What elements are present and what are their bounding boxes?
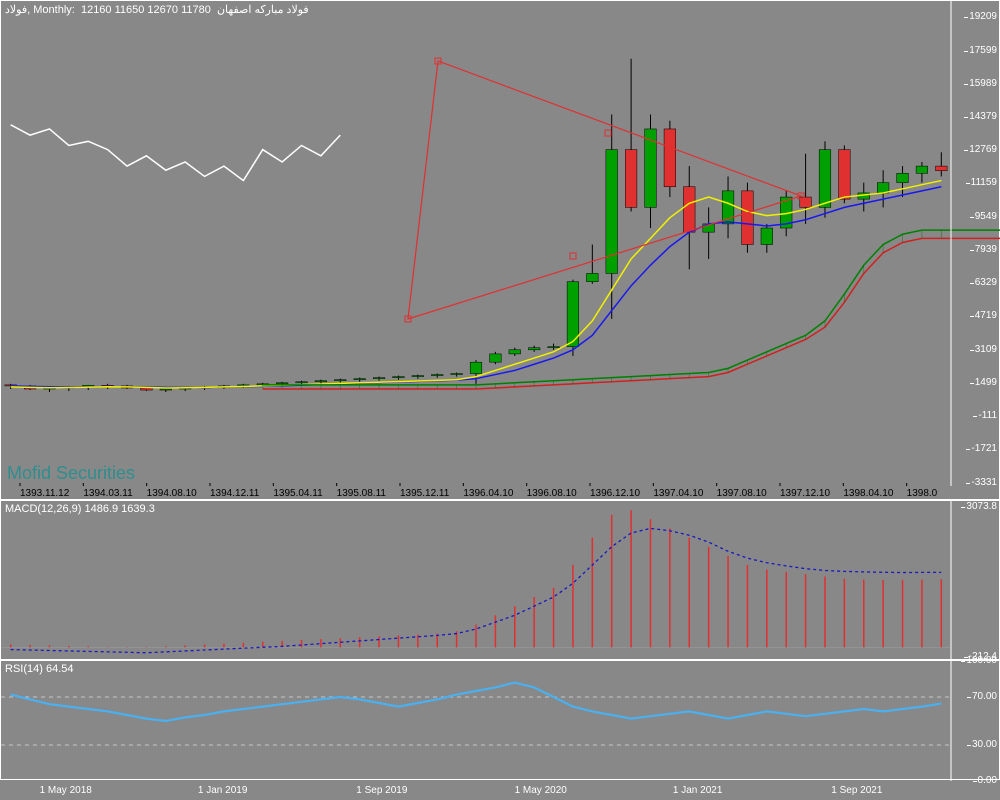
chart-title: فولاد, Monthly: 12160 11650 12670 11780 … — [5, 3, 309, 16]
date-xtick: 1396.12.10 — [590, 488, 640, 499]
price-ytick: -1721 — [971, 443, 997, 454]
date-xtick: 1395.04.11 — [273, 488, 322, 499]
date-xtick: 1398.0 — [907, 488, 938, 499]
price-ytick: 4719 — [975, 310, 997, 321]
price-ytick: 9549 — [975, 211, 997, 222]
date-xtick: 1394.08.10 — [147, 488, 197, 499]
macd-chart-svg — [1, 501, 1000, 661]
price-ytick: 7939 — [975, 244, 997, 255]
rsi-label: RSI(14) 64.54 — [5, 663, 73, 675]
symbol-description: فولاد مبارکه اصفهان — [217, 4, 309, 16]
symbol-name: فولاد — [5, 4, 27, 16]
price-ytick: 19209 — [969, 11, 997, 22]
price-ytick: 3109 — [975, 344, 997, 355]
date-xtick: 1396.04.10 — [463, 488, 513, 499]
price-chart-panel[interactable]: فولاد, Monthly: 12160 11650 12670 11780 … — [0, 0, 1000, 500]
price-ytick: -3331 — [971, 477, 997, 488]
price-ytick: 14379 — [969, 111, 997, 122]
date-xtick: 1397.04.10 — [653, 488, 703, 499]
price-ytick: 11159 — [971, 177, 997, 188]
macd-ytick: 3073.8 — [966, 501, 997, 512]
date-xtick: 1393.11.12 — [20, 488, 69, 499]
date-xtick: 1395.08.11 — [337, 488, 386, 499]
time-axis: 1 May 2018 1 Jan 2019 1 Sep 2019 1 May 2020… — [0, 780, 1000, 800]
date-xtick: 1395.12.11 — [400, 488, 449, 499]
price-chart-svg — [1, 1, 1000, 501]
rsi-panel[interactable]: RSI(14) 64.54 100.0070.0030.000.00 — [0, 660, 1000, 780]
date-xtick: 1397.12.10 — [780, 488, 830, 499]
rsi-ytick: 70.00 — [972, 691, 997, 702]
rsi-ytick: 30.00 — [972, 739, 997, 750]
rsi-chart-svg — [1, 661, 1000, 781]
date-xtick: 1398.04.10 — [843, 488, 893, 499]
time-axis-label: 1 Sep 2019 — [356, 785, 407, 796]
time-axis-label: 1 May 2020 — [515, 785, 567, 796]
macd-label: MACD(12,26,9) 1486.9 1639.3 — [5, 503, 155, 515]
date-xtick: 1394.12.11 — [210, 488, 259, 499]
date-xtick: 1396.08.10 — [527, 488, 577, 499]
price-ytick: 12769 — [969, 144, 997, 155]
price-ytick: 6329 — [975, 277, 997, 288]
ohlc-values: 12160 11650 12670 11780 — [81, 4, 211, 16]
macd-panel[interactable]: MACD(12,26,9) 1486.9 1639.3 3073.8-212.4 — [0, 500, 1000, 660]
price-ytick: 17599 — [969, 45, 997, 56]
rsi-ytick: 100.00 — [966, 655, 997, 666]
timeframe: Monthly — [33, 4, 72, 16]
time-axis-label: 1 Sep 2021 — [831, 785, 882, 796]
date-xtick: 1394.03.11 — [83, 488, 132, 499]
date-xtick: 1397.08.10 — [717, 488, 767, 499]
price-ytick: 1499 — [975, 377, 997, 388]
time-axis-label: 1 May 2018 — [40, 785, 92, 796]
time-axis-label: 1 Jan 2019 — [198, 785, 248, 796]
price-ytick: -111 — [978, 410, 997, 421]
price-ytick: 15989 — [969, 78, 997, 89]
time-axis-label: 1 Jan 2021 — [673, 785, 723, 796]
